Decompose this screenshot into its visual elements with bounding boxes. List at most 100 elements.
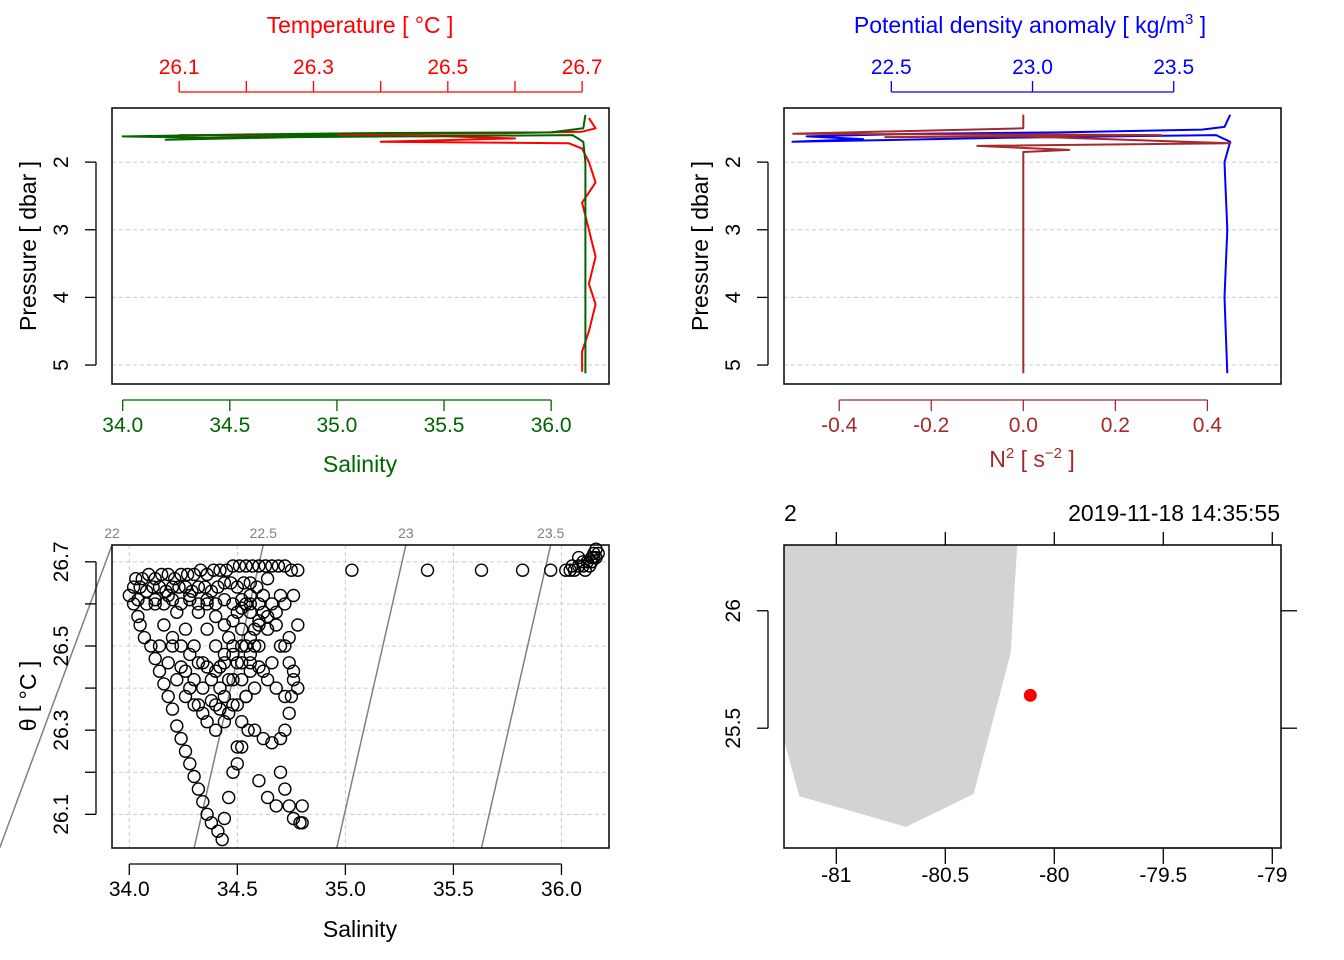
p4-datetime-label: 2019-11-18 14:35:55 — [1068, 500, 1280, 526]
isopycnal-label: 23.5 — [537, 525, 564, 541]
ts-point — [247, 639, 262, 653]
ts-point — [161, 689, 175, 704]
ts-point — [191, 656, 206, 670]
panel-density-n2-profile: 22.5 23.0 23.5 -0.4 -0.2 0.0 0.2 0.4 2 3 4 5 Pote… — [687, 11, 1282, 472]
p3-isopycnals: 22 22.5 23 23.5 — [0, 525, 564, 849]
ts-point — [252, 639, 266, 653]
ts-point — [284, 689, 299, 704]
ts-point — [157, 597, 171, 611]
ts-point — [585, 550, 599, 565]
ts-point — [269, 681, 283, 695]
ts-point — [170, 719, 184, 733]
ts-point — [243, 576, 258, 590]
p1-pressure-axis-title: Pressure [ dbar ] — [15, 161, 41, 331]
ts-point — [226, 614, 240, 628]
p3-salinity-tick-label: 34.5 — [217, 878, 258, 901]
ts-point — [174, 731, 188, 746]
ts-point — [234, 656, 249, 670]
ts-point — [148, 572, 162, 586]
p4-longitude-tick-label: -81 — [821, 864, 851, 887]
ts-point — [211, 580, 225, 594]
p4-right-ticks — [1281, 610, 1297, 729]
ts-point — [208, 698, 223, 712]
ts-point — [252, 559, 266, 573]
ts-point — [217, 689, 232, 704]
ts-point — [256, 588, 270, 603]
p2-frame — [783, 107, 1282, 385]
ts-point — [180, 567, 195, 582]
ts-point — [278, 782, 292, 796]
ts-point — [198, 580, 212, 594]
ts-point — [196, 706, 210, 720]
p2-density-tick-label: 22.5 — [871, 56, 912, 79]
ts-point — [243, 647, 258, 662]
ts-point — [273, 639, 288, 653]
ts-point — [157, 677, 171, 691]
p1-salinity-tick-label: 34.5 — [209, 414, 250, 437]
ts-point — [165, 593, 180, 607]
ts-point — [265, 597, 279, 611]
ts-point — [144, 639, 158, 653]
ts-point — [137, 630, 152, 645]
ts-point — [178, 664, 193, 678]
p4-longitude-tick-label: -79.5 — [1139, 864, 1187, 887]
ts-point — [122, 588, 137, 603]
p2-n2-axis: -0.4 -0.2 0.0 0.2 0.4 — [821, 399, 1222, 437]
ts-point — [131, 609, 145, 624]
ts-point — [269, 799, 283, 813]
ts-point — [196, 681, 210, 695]
ts-point — [183, 757, 197, 771]
p2-n2-axis-title: N2 [ s−2 ] — [989, 445, 1075, 472]
ts-point — [183, 593, 197, 607]
panel-station-map: -81 -80.5 -80 -79.5 -79 25.5 26 2 2019-11-18 … — [722, 500, 1297, 887]
ts-point — [213, 660, 227, 674]
p1-temperature-tick-label: 26.1 — [159, 56, 200, 79]
p4-latitude-axis: 25.5 26 — [722, 599, 769, 749]
ts-point — [148, 597, 162, 611]
ts-point — [204, 694, 219, 708]
p2-n2-tick-label: -0.4 — [821, 414, 858, 437]
ts-point — [241, 723, 255, 737]
ts-point — [187, 698, 201, 712]
ts-point — [191, 605, 206, 619]
ts-point — [258, 559, 273, 573]
isopycnal-line — [335, 544, 407, 849]
ts-point — [230, 757, 245, 771]
p4-station — [1023, 688, 1037, 702]
ts-point — [174, 597, 188, 611]
n2-line — [792, 114, 1232, 374]
ts-point — [273, 588, 288, 603]
ts-point — [193, 563, 208, 577]
ts-point — [161, 567, 175, 582]
p1-pressure-tick-label: 5 — [50, 359, 73, 371]
p3-salinity-axis-title: Salinity — [323, 916, 398, 942]
ts-point — [148, 593, 162, 607]
ts-point — [131, 593, 145, 607]
ts-point — [159, 584, 173, 598]
ts-point — [208, 664, 223, 678]
ts-point — [239, 639, 253, 653]
p3-theta-axis-title: θ [ °C ] — [15, 661, 41, 732]
p1-temperature-tick-label: 26.5 — [427, 56, 468, 79]
ts-point — [278, 723, 292, 737]
ts-point — [234, 639, 249, 653]
ts-point — [165, 702, 180, 716]
ts-point — [204, 816, 219, 830]
p4-longitude-axis: -81 -80.5 -80 -79.5 -79 — [821, 847, 1287, 887]
ts-point — [172, 580, 186, 594]
ts-point — [183, 681, 197, 695]
ts-point — [217, 715, 232, 729]
ts-point — [295, 816, 309, 830]
ts-point — [278, 597, 292, 611]
ts-point — [226, 647, 240, 662]
ts-point — [215, 832, 229, 847]
ts-point — [252, 660, 266, 674]
ts-point — [295, 799, 309, 813]
ts-point — [174, 567, 188, 582]
density-line — [791, 114, 1232, 374]
ts-point — [208, 723, 223, 737]
p4-longitude-tick-label: -80.5 — [921, 864, 969, 887]
station-marker — [1023, 688, 1037, 702]
ts-point — [178, 689, 193, 704]
ts-point — [234, 622, 249, 636]
